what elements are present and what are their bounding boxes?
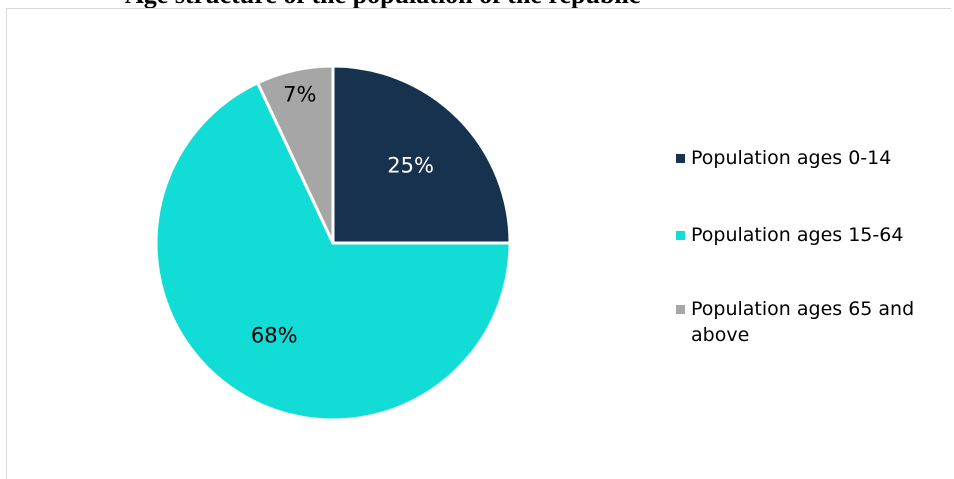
slice-label-2: 7% <box>283 82 316 106</box>
chart-legend: Population ages 0-14 Population ages 15-6… <box>676 0 946 479</box>
pie-slice-2 <box>255 64 335 244</box>
legend-label-1: Population ages 15-64 <box>691 224 904 246</box>
legend-swatch-1 <box>676 231 685 240</box>
legend-item-1: Population ages 15-64 <box>676 222 946 248</box>
legend-item-2: Population ages 65 and above <box>676 296 946 348</box>
chart-title-partial: Age structure of the population of the r… <box>125 0 640 8</box>
pie-slice-0 <box>331 64 512 245</box>
slice-label-0: 25% <box>387 153 434 177</box>
legend-swatch-2 <box>676 305 685 314</box>
pie-slice-1 <box>154 80 512 422</box>
title-strip: Age structure of the population of the r… <box>0 0 954 8</box>
legend-label-0: Population ages 0-14 <box>691 147 892 169</box>
legend-label-2: Population ages 65 and above <box>691 298 915 346</box>
slice-label-1: 68% <box>251 324 298 348</box>
chart-frame <box>6 8 951 479</box>
legend-swatch-0 <box>676 154 685 163</box>
legend-item-0: Population ages 0-14 <box>676 145 946 171</box>
